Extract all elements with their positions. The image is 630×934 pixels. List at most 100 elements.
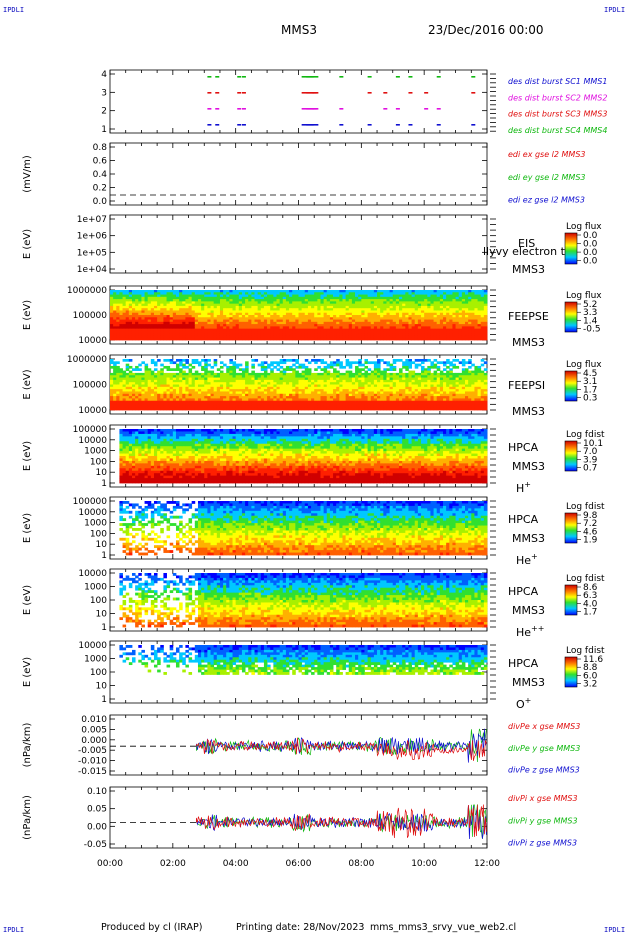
spectrogram-cell: [144, 400, 149, 404]
spectrogram-cell: [219, 389, 224, 392]
spectrogram-cell: [207, 379, 211, 383]
spectrogram-cell: [191, 382, 196, 385]
spectrogram-cell: [113, 379, 117, 383]
spectrogram-cell: [361, 379, 365, 383]
spectrogram-cell: [279, 310, 284, 314]
spectrogram-cell: [267, 386, 271, 390]
spectrogram-cell: [402, 398, 406, 402]
spectrogram-cell: [408, 361, 412, 365]
spectrogram-cell: [223, 290, 227, 293]
spectrogram-cell: [175, 296, 180, 300]
spectrogram-cell: [355, 317, 359, 320]
spectrogram-cell: [317, 337, 321, 341]
spectrogram-cell: [474, 319, 478, 323]
spectrogram-cell: [163, 326, 167, 330]
spectrogram-cell: [216, 319, 221, 323]
spectrogram-cell: [333, 324, 337, 327]
spectrogram-cell: [417, 290, 422, 293]
spectrogram-cell: [399, 386, 403, 390]
spectrogram-cell: [317, 335, 321, 339]
spectrogram-cell: [238, 326, 243, 330]
spectrogram-cell: [213, 324, 218, 327]
burst-mark: [424, 108, 429, 110]
spectrogram-cell: [248, 372, 252, 376]
spectrogram-cell: [175, 299, 180, 302]
spectrogram-cell: [427, 310, 431, 314]
spectrogram-cell: [348, 377, 353, 381]
spectrogram-cell: [182, 326, 186, 330]
spectrogram-cell: [210, 315, 215, 318]
spectrogram-cell: [326, 317, 331, 320]
spectrogram-cell: [116, 301, 120, 305]
spectrogram-cell: [320, 301, 325, 305]
spectrogram-cell: [279, 319, 284, 323]
spectrogram-cell: [367, 303, 372, 307]
spectrogram-cell: [175, 290, 180, 293]
spectrogram-cell: [395, 396, 400, 399]
spectrogram-cell: [110, 396, 114, 399]
spectrogram-cell: [383, 303, 387, 307]
spectrogram-cell: [182, 384, 186, 388]
spectrogram-cell: [131, 333, 136, 336]
spectrogram-cell: [144, 317, 149, 320]
spectrogram-cell: [163, 301, 167, 305]
spectrogram-cell: [358, 382, 362, 385]
spectrogram-cell: [333, 294, 337, 298]
spectrogram-cell: [241, 337, 246, 341]
spectrogram-cell: [474, 333, 478, 336]
spectrogram-cell: [399, 303, 403, 307]
spectrogram-cell: [232, 317, 237, 320]
spectrogram-cell: [232, 405, 237, 409]
spectrogram-cell: [279, 377, 284, 381]
spectrogram-cell: [339, 324, 343, 327]
spectrogram-cell: [298, 299, 303, 302]
spectrogram-cell: [138, 328, 142, 332]
spectrogram-cell: [443, 292, 447, 295]
spectrogram-cell: [160, 312, 164, 316]
spectrogram-cell: [477, 335, 482, 339]
burst-mark: [367, 76, 372, 78]
spectrogram-cell: [399, 370, 403, 374]
spectrogram-cell: [163, 391, 167, 395]
spectrogram-cell: [248, 377, 252, 381]
spectrogram-cell: [238, 391, 243, 395]
spectrogram-cell: [110, 405, 114, 409]
spectrogram-cell: [182, 365, 186, 369]
spectrogram-cell: [166, 303, 171, 307]
spectrogram-cell: [455, 296, 460, 300]
spectrogram-cell: [358, 335, 362, 339]
spectrogram-cell: [254, 333, 259, 336]
colorbar-tick-label: 0.0: [583, 240, 598, 250]
spectrogram-cell: [307, 403, 312, 406]
spectrogram-cell: [131, 305, 136, 309]
spectrogram-cell: [392, 386, 397, 390]
spectrogram-cell: [358, 290, 362, 293]
spectrogram-cell: [204, 321, 208, 325]
spectrogram-cell: [383, 305, 387, 309]
spectrogram-cell: [295, 330, 299, 334]
spectrogram-cell: [298, 363, 303, 367]
spectrogram-cell: [248, 330, 252, 334]
spectrogram-cell: [245, 386, 249, 390]
spectrogram-cell: [395, 326, 400, 330]
spectrogram-cell: [377, 321, 381, 325]
spectrogram-cell: [395, 312, 400, 316]
spectrogram-cell: [289, 377, 293, 381]
spectrogram-cell: [163, 382, 167, 385]
spectrogram-cell: [213, 319, 218, 323]
spectrogram-cell: [131, 328, 136, 332]
spectrogram-cell: [289, 375, 293, 378]
spectrogram-cell: [373, 310, 378, 314]
spectrogram-cell: [141, 305, 145, 309]
spectrogram-cell: [483, 333, 488, 336]
spectrogram-cell: [427, 333, 431, 336]
spectrogram-cell: [364, 303, 369, 307]
spectrogram-cell: [452, 324, 456, 327]
spectrogram-cell: [257, 321, 262, 325]
spectrogram-cell: [166, 398, 171, 402]
spectrogram-cell: [339, 403, 343, 406]
spectrogram-cell: [301, 324, 306, 327]
spectrogram-cell: [260, 361, 265, 365]
spectrogram-cell: [483, 315, 488, 318]
spectrogram-cell: [311, 375, 315, 378]
